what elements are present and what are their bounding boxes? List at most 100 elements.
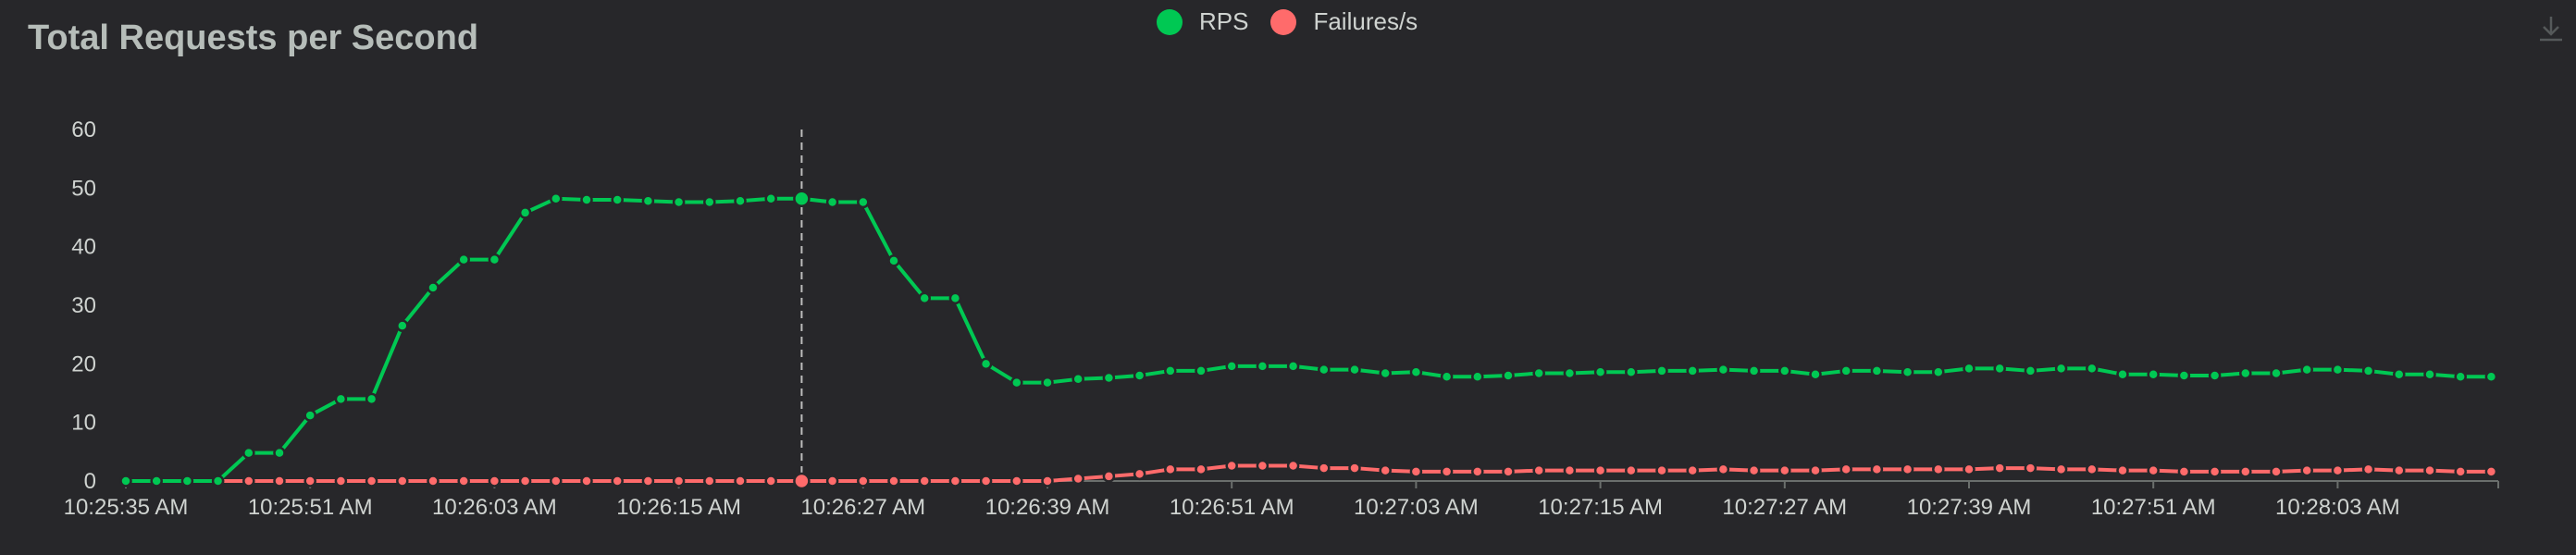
data-point-failures <box>948 475 962 487</box>
data-point-rps <box>1256 360 1269 373</box>
data-point-failures <box>1716 462 1730 476</box>
y-tick-label: 10 <box>71 411 96 436</box>
data-point-failures <box>1071 472 1084 486</box>
data-point-failures <box>1963 462 1975 476</box>
data-point-rps <box>2270 366 2283 380</box>
data-point-failures <box>857 475 870 487</box>
series-line-rps <box>126 196 2492 483</box>
data-point-failures <box>1839 462 1852 476</box>
y-tick-label: 30 <box>71 293 96 318</box>
y-tick-label: 50 <box>71 176 96 201</box>
data-point-rps <box>150 475 163 487</box>
data-point-rps <box>550 191 563 205</box>
data-point-failures <box>2239 465 2252 478</box>
data-point-failures <box>734 475 747 487</box>
legend-label-failures: Failures/s <box>1313 7 1418 35</box>
y-tick-label: 0 <box>84 469 96 494</box>
data-point-rps <box>1195 364 1208 377</box>
data-point-rps <box>1532 366 1545 380</box>
x-tick-label: 10:27:39 AM <box>1907 495 2032 520</box>
data-point-failures <box>273 475 286 487</box>
data-point-failures <box>550 475 563 487</box>
data-point-rps <box>641 194 655 208</box>
data-point-failures <box>1195 462 1208 476</box>
data-point-rps <box>825 195 839 209</box>
data-point-rps <box>1563 366 1577 380</box>
data-point-failures <box>1164 462 1177 476</box>
data-point-rps <box>580 193 593 206</box>
data-point-rps <box>1225 360 1238 373</box>
data-point-rps <box>2024 364 2037 377</box>
data-point-rps <box>1440 370 1454 384</box>
data-point-failures <box>1563 463 1577 477</box>
data-point-rps <box>2393 367 2406 381</box>
data-point-rps <box>611 193 624 206</box>
data-point-failures <box>1225 459 1238 473</box>
data-point-failures <box>887 475 900 487</box>
data-point-failures <box>2300 463 2313 477</box>
data-point-failures <box>1778 463 1791 477</box>
data-point-rps <box>242 446 255 460</box>
legend-item-rps[interactable]: RPS <box>1157 7 1248 36</box>
x-tick-label: 10:25:51 AM <box>248 495 373 520</box>
data-point-failures <box>2454 465 2467 478</box>
data-point-failures <box>1625 463 1638 477</box>
data-point-failures <box>1286 459 1300 473</box>
data-point-rps <box>703 195 716 209</box>
data-point-failures <box>1409 465 1423 478</box>
data-point-failures <box>2116 463 2129 477</box>
data-point-rps <box>2177 369 2191 382</box>
x-tick-label: 10:27:03 AM <box>1354 495 1479 520</box>
data-point-failures <box>703 475 716 487</box>
data-point-failures <box>2177 465 2191 478</box>
data-point-rps <box>2484 370 2498 384</box>
legend-swatch-rps <box>1157 8 1183 35</box>
data-point-rps <box>1655 364 1668 377</box>
data-point-rps <box>365 392 378 406</box>
data-point-rps <box>1686 364 1699 377</box>
data-point-failures <box>2270 465 2283 478</box>
data-point-rps <box>734 194 747 208</box>
data-point-rps <box>1286 360 1300 373</box>
legend-item-failures[interactable]: Failures/s <box>1270 7 1418 36</box>
data-point-rps <box>2086 362 2099 376</box>
data-point-rps <box>793 190 811 207</box>
data-point-failures <box>1901 462 1914 476</box>
data-point-rps <box>180 475 194 487</box>
data-point-rps <box>1409 365 1423 378</box>
data-point-rps <box>1839 364 1852 377</box>
data-point-rps <box>1133 369 1146 382</box>
data-point-failures <box>1809 463 1822 477</box>
data-point-failures <box>1102 470 1116 483</box>
data-point-rps <box>2054 362 2068 376</box>
data-point-rps <box>2239 366 2252 380</box>
data-point-rps <box>488 253 502 266</box>
data-point-rps <box>2300 363 2313 376</box>
download-button[interactable] <box>2535 13 2567 44</box>
data-point-failures <box>672 475 686 487</box>
data-point-failures <box>1348 462 1361 475</box>
x-tick-label: 10:26:15 AM <box>616 495 741 520</box>
series-line-failures <box>126 463 2492 483</box>
data-point-failures <box>2361 462 2375 476</box>
data-point-rps <box>119 475 132 487</box>
data-point-rps <box>1102 371 1116 385</box>
x-tick-label: 10:26:27 AM <box>800 495 925 520</box>
data-point-failures <box>427 475 440 487</box>
data-point-rps <box>273 446 286 460</box>
data-point-failures <box>2147 463 2160 477</box>
data-point-rps <box>396 319 409 332</box>
data-point-failures <box>242 475 255 487</box>
data-point-failures <box>1318 462 1331 475</box>
data-point-failures <box>365 475 378 487</box>
data-point-failures <box>580 475 593 487</box>
data-point-failures <box>1593 463 1607 477</box>
data-point-rps <box>427 281 440 294</box>
data-point-failures <box>764 475 777 487</box>
data-point-failures <box>1133 467 1146 481</box>
data-point-failures <box>825 475 839 487</box>
data-point-failures <box>793 472 811 490</box>
data-point-failures <box>1440 465 1454 478</box>
